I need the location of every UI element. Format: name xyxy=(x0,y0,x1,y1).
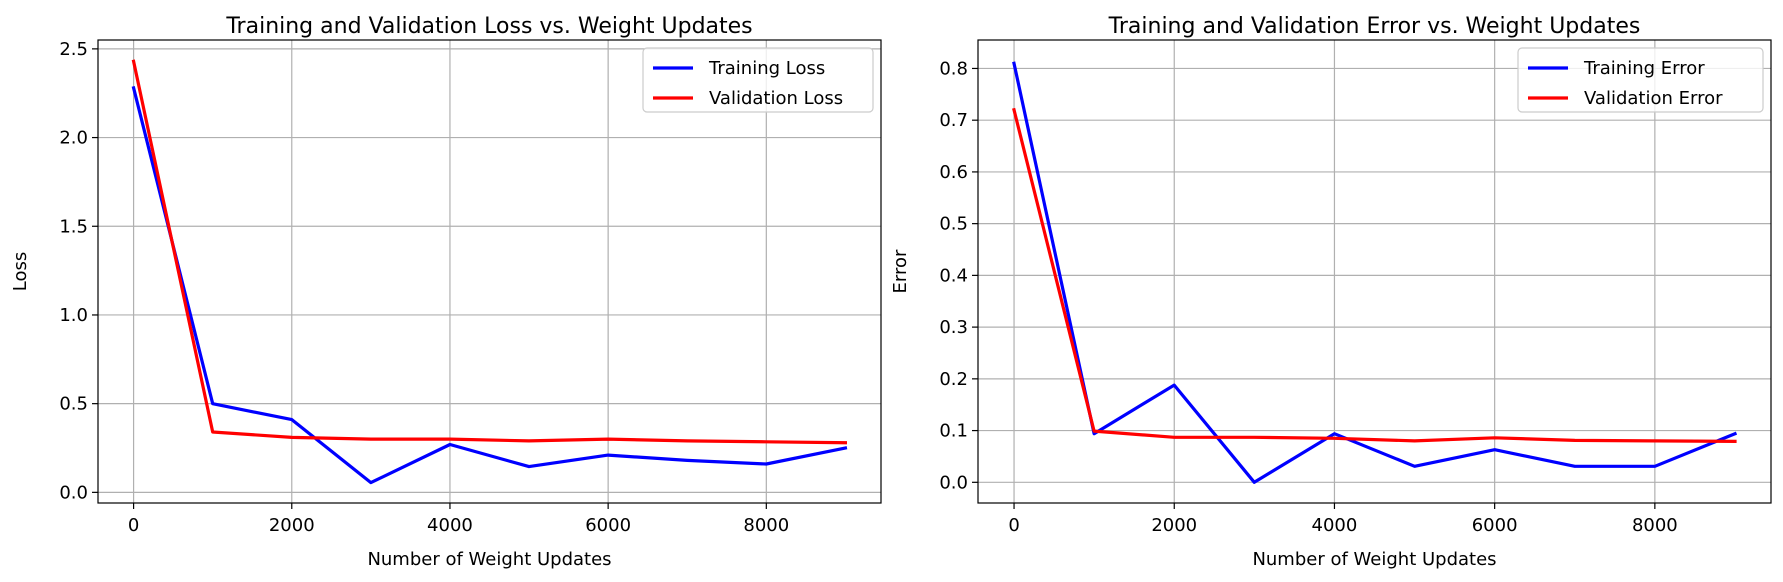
loss-legend-box xyxy=(642,47,874,113)
error-ytick-label: 0.4 xyxy=(939,265,968,286)
loss-xtick-label: 0 xyxy=(128,515,139,536)
error-ytick-label: 0.7 xyxy=(939,110,968,131)
loss-legend-label: Training Loss xyxy=(708,58,825,79)
error-chart-xlabel: Number of Weight Updates xyxy=(1252,549,1496,570)
loss-ytick-label: 0.0 xyxy=(59,482,88,503)
error-series-validation-error xyxy=(1012,107,1737,444)
loss-chart: Training and Validation Loss vs. Weight … xyxy=(10,14,882,570)
loss-chart-xlabel: Number of Weight Updates xyxy=(367,549,611,570)
error-legend-label: Training Error xyxy=(1583,58,1705,79)
loss-ytick-label: 2.5 xyxy=(59,39,88,60)
error-series-training-error xyxy=(1012,61,1738,484)
error-ytick-label: 0.8 xyxy=(939,58,968,79)
error-chart-ylabel: Error xyxy=(890,249,911,293)
error-legend-label: Validation Error xyxy=(1584,88,1723,109)
loss-grid xyxy=(98,40,881,503)
error-ytick-label: 0.2 xyxy=(939,369,968,390)
error-xtick-label: 0 xyxy=(1008,515,1019,536)
loss-xtick-label: 4000 xyxy=(427,515,473,536)
loss-chart-ylabel: Loss xyxy=(10,252,31,291)
loss-ytick-label: 2.0 xyxy=(59,128,88,149)
loss-plot-frame xyxy=(97,39,882,504)
error-ytick-label: 0.0 xyxy=(939,472,968,493)
error-xtick-label: 2000 xyxy=(1151,515,1197,536)
loss-chart-title: Training and Validation Loss vs. Weight … xyxy=(225,14,752,39)
loss-legend: Training Loss Validation Loss xyxy=(642,47,874,113)
error-ytick-label: 0.5 xyxy=(939,214,968,235)
loss-legend-label: Validation Loss xyxy=(709,88,843,109)
error-chart: Training and Validation Error vs. Weight… xyxy=(890,14,1772,570)
loss-ytick-label: 0.5 xyxy=(59,394,88,415)
error-legend-box xyxy=(1517,47,1764,113)
error-legend: Training Error Validation Error xyxy=(1517,47,1764,113)
error-grid xyxy=(978,40,1771,503)
error-plot-frame xyxy=(977,39,1772,504)
error-xtick-label: 6000 xyxy=(1472,515,1518,536)
error-xtick-label: 8000 xyxy=(1632,515,1678,536)
error-chart-title: Training and Validation Error vs. Weight… xyxy=(1108,14,1641,39)
error-ytick-label: 0.1 xyxy=(939,421,968,442)
loss-ytick-label: 1.0 xyxy=(59,305,88,326)
loss-xtick-label: 8000 xyxy=(743,515,789,536)
loss-xtick-label: 6000 xyxy=(585,515,631,536)
error-ytick-label: 0.3 xyxy=(939,317,968,338)
error-xtick-label: 4000 xyxy=(1312,515,1358,536)
loss-series-training-loss xyxy=(131,85,848,485)
loss-ytick-label: 1.5 xyxy=(59,216,88,237)
error-ytick-label: 0.6 xyxy=(939,162,968,183)
loss-xtick-label: 2000 xyxy=(269,515,315,536)
loss-series-validation-loss xyxy=(131,59,848,445)
